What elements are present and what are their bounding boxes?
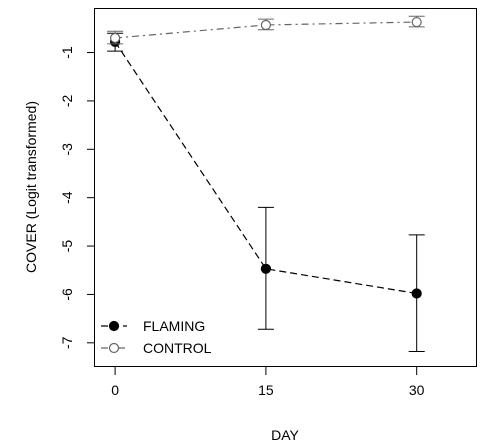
x-tick-label: 0 (111, 382, 119, 398)
plot-frame (94, 8, 477, 367)
y-tick-label: -5 (59, 240, 75, 253)
legend-marker (108, 320, 120, 332)
y-tick-label: -3 (59, 143, 75, 156)
legend-label: FLAMING (143, 318, 205, 334)
legend-marker (108, 342, 120, 354)
legend-label: CONTROL (143, 340, 212, 356)
data-point (260, 19, 271, 31)
y-tick-label: -6 (59, 288, 75, 301)
y-axis-title: COVER (Logit transformed) (23, 101, 39, 273)
series-1 (107, 15, 425, 45)
data-point (411, 16, 422, 28)
x-axis-title: DAY (271, 427, 299, 443)
series-0 (107, 32, 425, 353)
y-tick-label: -1 (59, 46, 75, 59)
x-tick-label: 15 (258, 382, 274, 398)
x-axis: 0 15 30 (111, 367, 425, 398)
y-tick-label: -4 (59, 191, 75, 204)
data-point (260, 263, 271, 274)
y-tick-label: -2 (59, 94, 75, 107)
series-line (114, 41, 417, 295)
y-axis: -1 -2 -3 -4 -5 -6 -7 (59, 46, 95, 349)
x-tick-label: 30 (409, 382, 425, 398)
y-tick-label: -7 (59, 336, 75, 349)
data-point (110, 32, 121, 44)
data-point (411, 288, 422, 299)
series-group (107, 15, 425, 353)
legend: FLAMING CONTROL (101, 318, 212, 356)
